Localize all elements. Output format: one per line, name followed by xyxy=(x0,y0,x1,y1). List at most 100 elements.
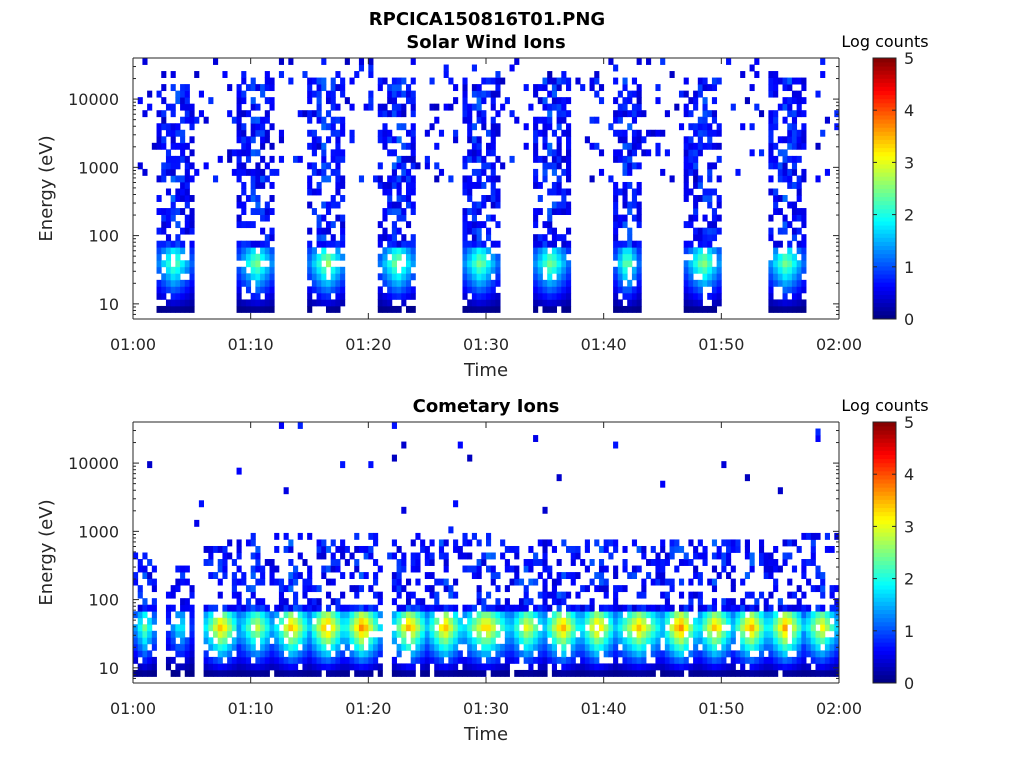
heatmap-cell xyxy=(740,663,746,671)
heatmap-cell xyxy=(462,181,468,189)
heatmap-cell xyxy=(481,260,487,268)
heatmap-cell xyxy=(824,656,830,664)
heatmap-cell xyxy=(518,604,525,612)
heatmap-cell xyxy=(194,168,200,176)
heatmap-cell xyxy=(330,155,336,163)
heatmap-cell xyxy=(655,663,661,671)
heatmap-cell xyxy=(537,292,543,300)
heatmap-cell xyxy=(396,279,402,287)
colorbar-segment xyxy=(873,204,896,210)
heatmap-cell xyxy=(462,90,468,98)
heatmap-cell xyxy=(476,286,482,294)
heatmap-cell xyxy=(410,305,416,313)
heatmap-cell xyxy=(321,123,327,131)
heatmap-cell xyxy=(156,195,162,202)
heatmap-cell xyxy=(773,585,779,593)
heatmap-cell xyxy=(391,84,397,92)
heatmap-cell xyxy=(443,64,449,72)
heatmap-cell xyxy=(702,266,708,274)
heatmap-cell xyxy=(655,656,661,664)
heatmap-cell xyxy=(721,552,727,560)
heatmap-cell xyxy=(820,663,826,671)
heatmap-cell xyxy=(377,175,383,183)
heatmap-cell xyxy=(415,624,421,632)
heatmap-cell xyxy=(787,129,793,137)
heatmap-cell xyxy=(702,305,708,313)
heatmap-cell xyxy=(773,299,779,307)
heatmap-cell xyxy=(693,591,699,599)
heatmap-cell xyxy=(735,650,741,658)
heatmap-cell xyxy=(189,116,195,124)
heatmap-cell xyxy=(203,637,209,645)
heatmap-cell xyxy=(693,279,699,287)
heatmap-cell xyxy=(368,617,374,625)
heatmap-cell xyxy=(358,643,365,651)
heatmap-cell xyxy=(763,656,769,664)
heatmap-cell xyxy=(669,650,675,658)
heatmap-cell xyxy=(349,572,355,580)
heatmap-cell xyxy=(636,591,642,599)
heatmap-cell xyxy=(693,195,699,202)
heatmap-cell xyxy=(438,539,445,547)
heatmap-cell xyxy=(730,611,736,619)
heatmap-cell xyxy=(481,247,487,255)
heatmap-cell xyxy=(504,611,510,619)
heatmap-cell xyxy=(669,552,675,560)
heatmap-cell xyxy=(208,624,214,632)
heatmap-cell xyxy=(467,266,473,274)
heatmap-cell xyxy=(264,637,270,645)
heatmap-cell xyxy=(801,611,807,619)
heatmap-cell xyxy=(443,71,449,78)
heatmap-cell xyxy=(711,598,718,606)
heatmap-cell xyxy=(787,110,793,118)
heatmap-cell xyxy=(203,617,209,625)
heatmap-cell xyxy=(787,552,793,560)
heatmap-cell xyxy=(321,201,327,209)
heatmap-cell xyxy=(184,97,190,105)
heatmap-cell xyxy=(566,110,572,118)
heatmap-cell xyxy=(791,214,798,222)
heatmap-cell xyxy=(523,643,529,651)
heatmap-cell xyxy=(495,663,501,671)
heatmap-cell xyxy=(490,630,496,638)
heatmap-cell xyxy=(735,656,741,664)
heatmap-cell xyxy=(561,247,567,255)
heatmap-cell xyxy=(570,572,576,580)
heatmap-cell xyxy=(589,559,595,566)
heatmap-cell xyxy=(617,214,623,222)
heatmap-cell xyxy=(278,663,285,671)
heatmap-cell xyxy=(255,598,261,606)
heatmap-cell xyxy=(777,604,783,612)
heatmap-cell xyxy=(707,630,713,638)
heatmap-cell xyxy=(180,637,186,645)
heatmap-cell xyxy=(429,572,435,580)
heatmap-cell xyxy=(829,656,835,664)
heatmap-cell xyxy=(740,643,746,651)
heatmap-cell xyxy=(603,624,609,632)
heatmap-cell xyxy=(316,292,322,300)
heatmap-cell xyxy=(391,552,397,560)
heatmap-cell xyxy=(490,181,496,189)
heatmap-cell xyxy=(325,175,332,183)
heatmap-cell xyxy=(340,181,346,189)
heatmap-cell xyxy=(396,136,402,144)
heatmap-cell xyxy=(711,292,718,300)
heatmap-cell xyxy=(434,578,440,586)
heatmap-cell xyxy=(255,260,261,268)
heatmap-cell xyxy=(321,175,327,183)
heatmap-cell xyxy=(693,650,699,658)
heatmap-cell xyxy=(683,604,689,612)
heatmap-cell xyxy=(236,253,242,261)
heatmap-cell xyxy=(203,669,209,677)
heatmap-cell xyxy=(142,643,148,651)
heatmap-cell xyxy=(476,565,482,573)
heatmap-cell xyxy=(377,637,383,645)
heatmap-cell xyxy=(151,598,157,606)
heatmap-cell xyxy=(208,97,214,105)
heatmap-cell xyxy=(754,71,760,78)
heatmap-cell xyxy=(551,266,557,274)
heatmap-cell xyxy=(420,663,426,671)
heatmap-cell xyxy=(344,545,350,553)
heatmap-cell xyxy=(584,136,590,144)
heatmap-cell xyxy=(213,58,219,65)
